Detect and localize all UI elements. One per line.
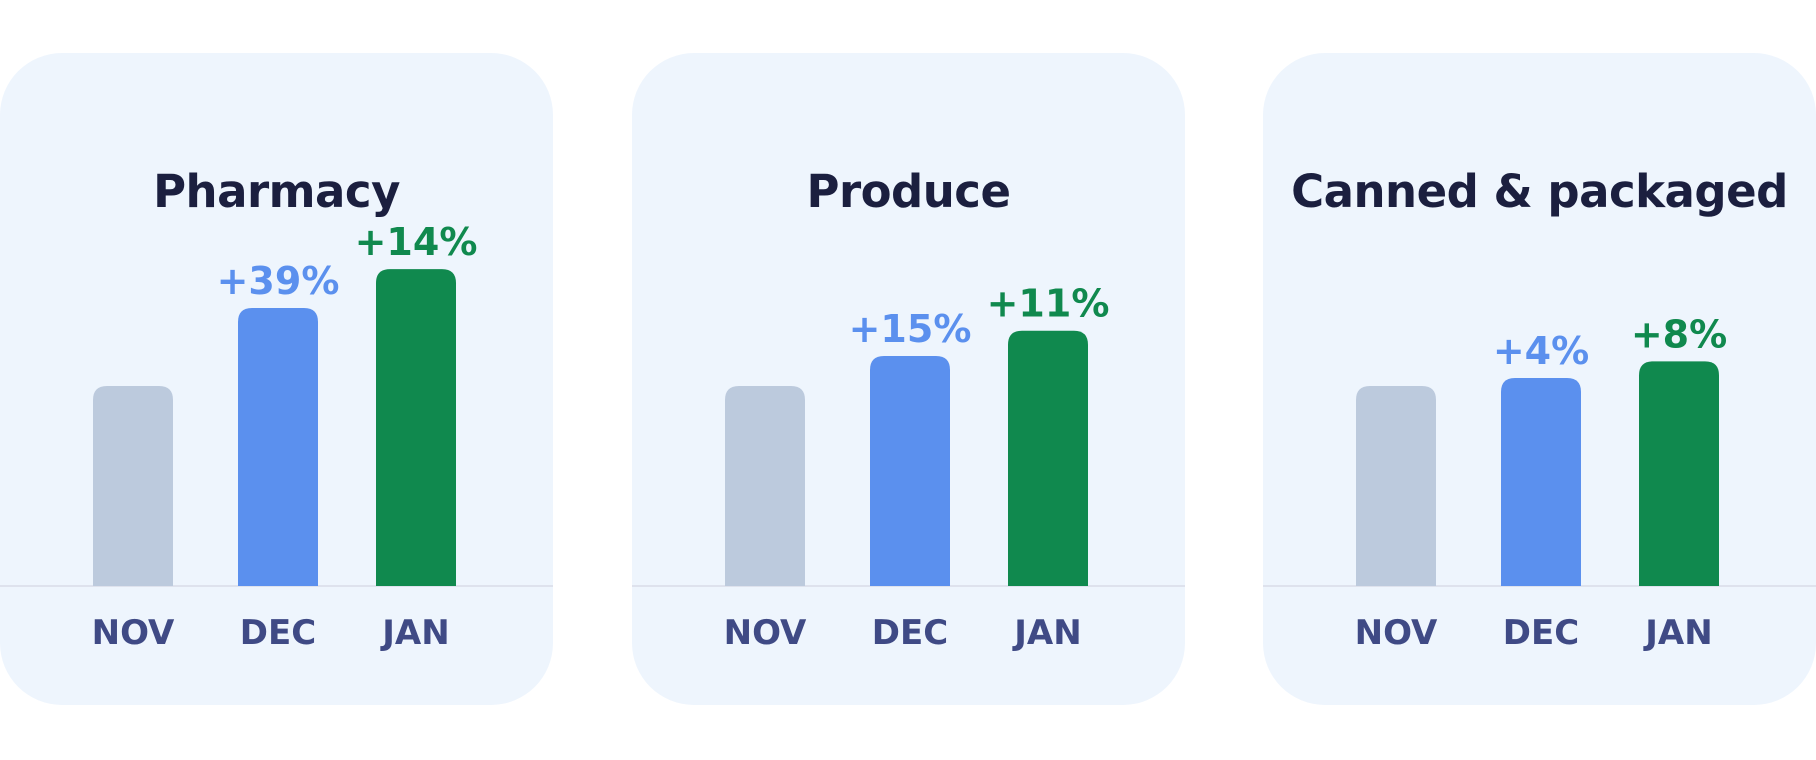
chart-title: Canned & packaged [1291, 165, 1788, 218]
tick-label-jan: JAN [1012, 613, 1081, 653]
bar-chart-produce: NOV +15% DEC +11% JAN [632, 282, 1185, 653]
data-label-dec: +39% [217, 259, 340, 303]
bar-dec [870, 356, 950, 586]
tick-label-nov: NOV [92, 613, 175, 653]
data-label-dec: +4% [1493, 329, 1589, 373]
bar-jan [1008, 330, 1088, 586]
tick-label-dec: DEC [1503, 613, 1579, 653]
bar-nov [1356, 386, 1436, 586]
chart-panel-pharmacy: Pharmacy NOV +39% DEC +14% JAN [0, 53, 553, 705]
tick-label-jan: JAN [380, 613, 449, 653]
data-label-dec: +15% [849, 307, 972, 351]
data-label-jan: +11% [987, 282, 1110, 326]
data-label-jan: +14% [355, 220, 478, 264]
chart-title: Produce [806, 165, 1011, 218]
bar-nov [725, 386, 805, 586]
bar-dec [1501, 378, 1581, 586]
tick-label-jan: JAN [1643, 613, 1712, 653]
bar-chart-canned-packaged: NOV +4% DEC +8% JAN [1263, 312, 1816, 653]
bar-jan [1639, 361, 1719, 586]
data-label-jan: +8% [1631, 312, 1727, 356]
bar-chart-pharmacy: NOV +39% DEC +14% JAN [0, 220, 553, 653]
bar-nov [93, 386, 173, 586]
tick-label-dec: DEC [872, 613, 948, 653]
chart-panel-canned-packaged: Canned & packaged NOV +4% DEC +8% JAN [1263, 53, 1816, 705]
bar-dec [238, 308, 318, 586]
tick-label-nov: NOV [1355, 613, 1438, 653]
tick-label-nov: NOV [724, 613, 807, 653]
bar-jan [376, 269, 456, 586]
tick-label-dec: DEC [240, 613, 316, 653]
chart-title: Pharmacy [153, 165, 400, 218]
chart-panel-produce: Produce NOV +15% DEC +11% JAN [632, 53, 1185, 705]
